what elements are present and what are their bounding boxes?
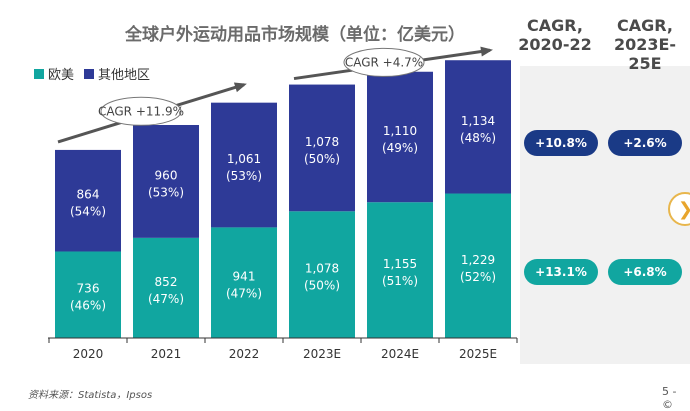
cagr-other-2020-22: +10.8%	[524, 130, 598, 156]
bar-other-2020	[55, 149, 121, 252]
value-label: 852	[155, 275, 178, 289]
value-label: 1,134	[461, 114, 495, 128]
value-label: 864	[77, 188, 100, 202]
legend-item-west: 欧美	[34, 64, 74, 83]
cagr-ellipse-0	[100, 96, 182, 126]
next-arrow-icon[interactable]: ❯	[668, 192, 690, 226]
bar-west-2022	[211, 227, 277, 338]
cagr-panel	[520, 66, 690, 364]
cagr-annotation-label-0: CAGR +11.9%	[98, 104, 184, 118]
cagr-annotations: CAGR +11.9% CAGR +4.7%	[57, 46, 493, 144]
share-label: (50%)	[304, 279, 340, 293]
cagr-header-2023-25: CAGR, 2023E-25E	[613, 16, 677, 73]
chart-title: 全球户外运动用品市场规模（单位：亿美元）	[125, 25, 465, 45]
bar-west-2023E	[289, 211, 355, 338]
share-label: (46%)	[70, 299, 106, 313]
share-label: (50%)	[304, 152, 340, 166]
bar-west-2025E	[445, 193, 511, 338]
cagr-arrow-head-1	[480, 46, 493, 57]
cagr-annotation-label-1: CAGR +4.7%	[345, 55, 423, 69]
bar-west-2020	[55, 251, 121, 338]
legend-label-other: 其他地区	[98, 68, 151, 83]
source-note: 资料来源：Statista，Ipsos	[28, 390, 153, 401]
x-tick-2022: 2022	[229, 347, 260, 361]
bar-west-2024E	[367, 202, 433, 338]
stacked-bar-chart: 736 (46%) 864 (54%) 852 (47%) 960 (53%) 941 (47%)…	[48, 46, 518, 361]
cagr-ellipse-1	[343, 47, 425, 77]
value-label: 1,110	[383, 124, 417, 138]
share-label: (52%)	[460, 270, 496, 284]
share-label: (47%)	[148, 292, 184, 306]
share-label: (54%)	[70, 205, 106, 219]
x-tick-2021: 2021	[151, 347, 182, 361]
share-label: (49%)	[382, 141, 418, 155]
x-tick-2020: 2020	[73, 347, 104, 361]
bar-other-2025E	[445, 60, 511, 194]
x-tick-2024E: 2024E	[381, 347, 419, 361]
value-label: 1,078	[305, 135, 339, 149]
x-axis: 2020 2021 2022 2023E 2024E 2025E	[48, 337, 518, 361]
page-number: 5 - ©	[662, 385, 677, 411]
share-label: (53%)	[148, 185, 184, 199]
share-label: (47%)	[226, 287, 262, 301]
cagr-west-2020-22: +13.1%	[524, 259, 598, 285]
bar-other-2023E	[289, 84, 355, 212]
bars-layer	[55, 60, 511, 338]
legend: 欧美 其他地区	[34, 64, 160, 83]
value-label: 1,061	[227, 152, 261, 166]
bar-west-2021	[133, 237, 199, 338]
cagr-arrow-head-0	[233, 82, 247, 93]
bar-other-2021	[133, 124, 199, 238]
cagr-header-2020-22: CAGR, 2020-22	[518, 16, 592, 54]
legend-label-west: 欧美	[48, 68, 75, 83]
cagr-west-2023-25: +6.8%	[608, 259, 682, 285]
bar-other-2022	[211, 102, 277, 228]
labels-layer: 736 (46%) 864 (54%) 852 (47%) 960 (53%) 941 (47%)…	[70, 114, 496, 313]
legend-item-other: 其他地区	[84, 64, 150, 83]
value-label: 941	[233, 270, 256, 284]
bar-other-2024E	[367, 71, 433, 203]
value-label: 1,155	[383, 257, 417, 271]
legend-swatch-west	[34, 68, 44, 79]
value-label: 960	[155, 168, 178, 182]
x-tick-2025E: 2025E	[459, 347, 497, 361]
share-label: (48%)	[460, 131, 496, 145]
share-label: (53%)	[226, 169, 262, 183]
cagr-other-2023-25: +2.6%	[608, 130, 682, 156]
x-tick-2023E: 2023E	[303, 347, 341, 361]
value-label: 1,229	[461, 253, 495, 267]
value-label: 736	[77, 282, 100, 296]
legend-swatch-other	[84, 68, 95, 79]
share-label: (51%)	[382, 274, 418, 288]
value-label: 1,078	[305, 262, 339, 276]
